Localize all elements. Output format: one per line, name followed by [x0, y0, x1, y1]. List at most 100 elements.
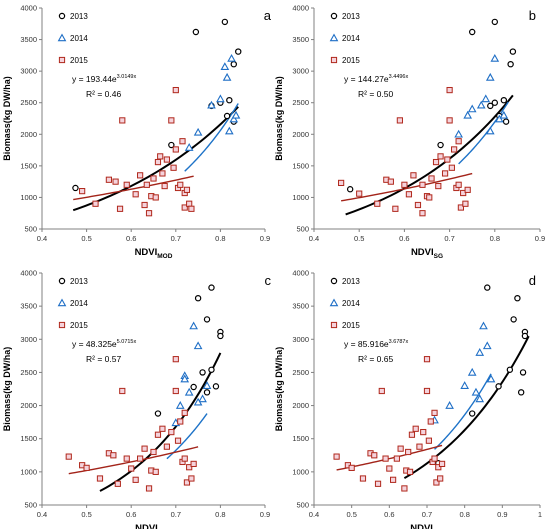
legend-label-2015: 2015: [70, 56, 88, 65]
legend-marker-2014: [329, 33, 339, 42]
data-point-2014: [175, 401, 185, 409]
data-point-2015: [181, 409, 188, 416]
data-point-2015: [427, 418, 434, 425]
data-point-2015: [437, 475, 444, 482]
data-point-2014: [471, 387, 481, 396]
data-point-2015: [172, 86, 179, 94]
x-axis-label: NDVISG: [411, 247, 443, 260]
x-axis-label-main: NDVI: [410, 523, 433, 529]
equation-main: y = 144.27e: [344, 74, 389, 84]
y-tick-label: 2000: [20, 401, 37, 410]
legend-label-2015: 2015: [342, 321, 360, 330]
data-point-2014: [486, 374, 496, 383]
x-axis-label-sub: MOD: [157, 253, 172, 260]
data-point-2013: [502, 118, 510, 125]
data-point-2015: [410, 172, 417, 179]
y-tick-label: 2500: [20, 98, 37, 107]
y-tick-label: 4000: [20, 4, 37, 13]
data-point-2014: [485, 72, 495, 81]
data-point-2015: [96, 475, 104, 482]
data-point-2013: [509, 48, 517, 55]
data-point-2015: [181, 204, 188, 211]
legend-marker-2013: [58, 277, 66, 285]
y-axis-label: Biomass(kg DW/ha): [2, 76, 12, 161]
y-tick-label: 1000: [20, 467, 37, 476]
legend-label-2015: 2015: [70, 321, 88, 330]
y-tick-label: 1500: [20, 434, 37, 443]
regression-equation: y = 48.325e5.0715x: [72, 339, 136, 349]
x-axis-label-sub: SG: [434, 253, 443, 260]
x-tick-label: 0.6: [384, 510, 394, 519]
y-tick-label: 2500: [20, 368, 37, 377]
x-tick-label: 0.5: [354, 234, 364, 243]
data-point-2015: [435, 464, 442, 471]
data-point-2015: [188, 205, 195, 212]
x-tick-label: 0.7: [171, 234, 181, 243]
data-point-2015: [451, 146, 458, 153]
y-tick-label: 3000: [20, 335, 37, 344]
y-tick-label: 4000: [292, 269, 309, 278]
data-point-2013: [500, 96, 508, 104]
data-point-2015: [348, 464, 355, 471]
legend-label-2013: 2013: [342, 12, 360, 21]
data-point-2015: [446, 117, 453, 124]
data-point-2015: [460, 189, 467, 197]
data-point-2015: [432, 158, 440, 166]
r-squared: R² = 0.50: [358, 89, 393, 99]
legend-marker-2015: [330, 56, 338, 64]
data-point-2015: [168, 117, 175, 124]
x-axis-label: NDVIOLI: [410, 523, 444, 529]
data-point-2013: [437, 141, 444, 149]
data-point-2013: [491, 18, 498, 26]
x-tick-label: 0.5: [81, 510, 91, 519]
legend-label-2015: 2015: [342, 56, 360, 65]
equation-exponent: 5.0715x: [117, 339, 137, 345]
data-point-2013: [346, 186, 354, 193]
y-tick-label: 500: [296, 225, 309, 234]
r-squared: R² = 0.65: [358, 354, 393, 364]
data-point-2013: [154, 410, 162, 417]
data-point-2015: [455, 138, 462, 145]
x-tick-label: 0.5: [81, 234, 91, 243]
data-point-2015: [401, 181, 408, 188]
data-point-2014: [460, 381, 470, 389]
data-point-2013: [506, 366, 514, 373]
data-point-2015: [152, 468, 159, 475]
data-point-2015: [419, 210, 426, 217]
data-point-2014: [482, 341, 492, 350]
data-point-2015: [382, 455, 389, 462]
y-tick-label: 1500: [292, 434, 309, 443]
fit-curve-2014: [166, 413, 208, 460]
y-tick-label: 3000: [20, 67, 37, 76]
y-axis-label: Biomass(kg DW/ha): [274, 347, 284, 432]
data-point-2013: [469, 410, 476, 417]
data-point-2015: [163, 443, 170, 450]
data-point-2015: [374, 200, 381, 207]
data-point-2015: [83, 464, 90, 471]
data-point-2015: [455, 181, 462, 188]
data-point-2013: [491, 99, 498, 106]
data-point-2015: [448, 164, 455, 171]
x-tick-label: 0.8: [215, 234, 225, 243]
data-point-2015: [392, 205, 399, 212]
data-point-2014: [202, 381, 212, 389]
data-point-2015: [145, 210, 153, 217]
legend-marker-2015: [58, 321, 66, 329]
data-point-2015: [172, 356, 179, 363]
legend-marker-2015: [58, 56, 66, 64]
regression-equation: y = 144.27e3.4496x: [344, 74, 408, 84]
y-tick-label: 2000: [292, 130, 309, 139]
data-point-2015: [431, 455, 438, 462]
data-point-2015: [396, 117, 403, 124]
data-point-2014: [475, 348, 485, 356]
fit-curve-2013: [72, 106, 239, 212]
legend-label-2013: 2013: [70, 277, 88, 286]
data-point-2015: [174, 437, 182, 444]
y-tick-label: 500: [24, 225, 37, 234]
data-point-2014: [445, 401, 454, 409]
fit-curve-2013: [99, 352, 222, 492]
data-point-2015: [119, 387, 126, 395]
data-point-2013: [208, 366, 215, 373]
y-tick-label: 1000: [292, 467, 309, 476]
